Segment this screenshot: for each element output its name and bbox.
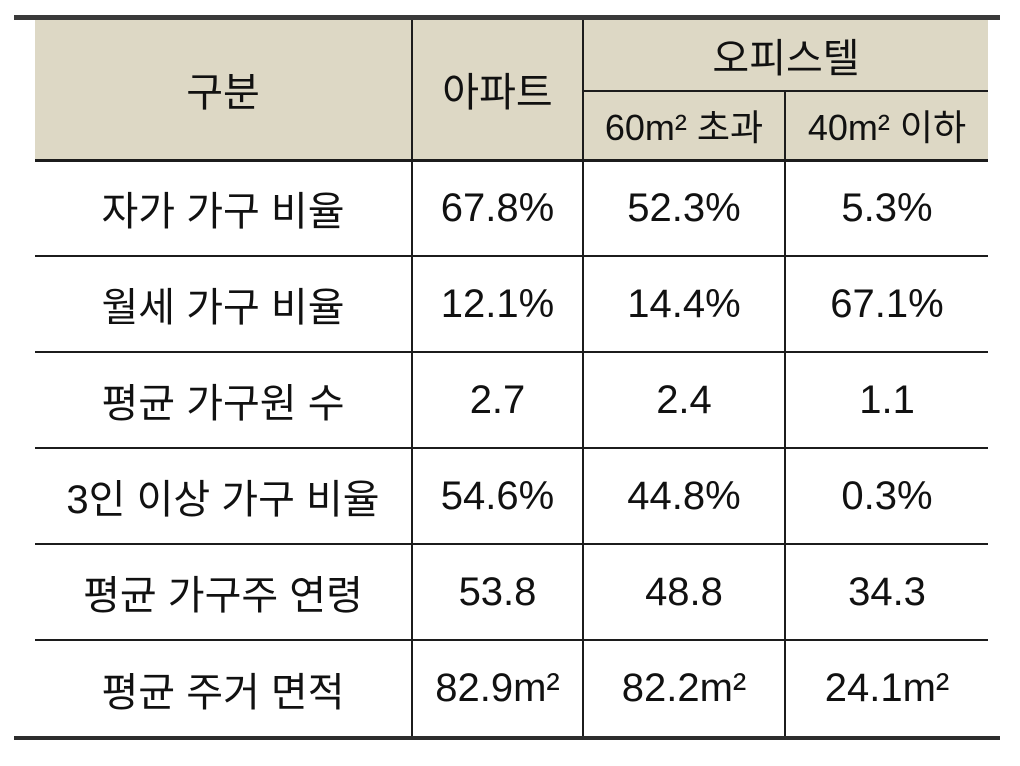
row-label: 평균 가구주 연령 xyxy=(35,544,412,641)
cell-officetel-under-40: 67.1% xyxy=(783,256,989,353)
cell-apartment: 67.8% xyxy=(411,160,583,257)
table-row: 자가 가구 비율 67.8% 52.3% 5.3% xyxy=(35,160,989,257)
header-officetel: 오피스텔 xyxy=(581,20,989,92)
cell-apartment: 53.8 xyxy=(411,544,583,641)
cell-officetel-under-40: 5.3% xyxy=(783,160,989,257)
row-label: 월세 가구 비율 xyxy=(35,256,412,353)
header-apartment: 아파트 xyxy=(411,20,583,162)
header-category: 구분 xyxy=(35,20,412,162)
table-row: 3인 이상 가구 비율 54.6% 44.8% 0.3% xyxy=(35,448,989,545)
cell-officetel-under-40: 24.1m² xyxy=(783,640,989,736)
row-label: 평균 주거 면적 xyxy=(35,640,412,736)
row-label: 3인 이상 가구 비율 xyxy=(35,448,412,545)
table-header: 구분 아파트 오피스텔 60m² 초과 40m² 이하 xyxy=(35,20,989,162)
cell-officetel-under-40: 1.1 xyxy=(783,352,989,449)
cell-officetel-over-60: 82.2m² xyxy=(582,640,785,736)
cell-officetel-over-60: 48.8 xyxy=(582,544,785,641)
comparison-table: 구분 아파트 오피스텔 60m² 초과 40m² 이하 자가 가구 비율 67.… xyxy=(35,20,989,736)
row-label: 자가 가구 비율 xyxy=(35,160,412,257)
cell-apartment: 2.7 xyxy=(411,352,583,449)
row-label: 평균 가구원 수 xyxy=(35,352,412,449)
cell-apartment: 12.1% xyxy=(411,256,583,353)
cell-apartment: 82.9m² xyxy=(411,640,583,736)
cell-officetel-over-60: 44.8% xyxy=(582,448,785,545)
cell-officetel-under-40: 34.3 xyxy=(783,544,989,641)
cell-officetel-over-60: 2.4 xyxy=(582,352,785,449)
table-row: 평균 가구주 연령 53.8 48.8 34.3 xyxy=(35,544,989,641)
table-body: 자가 가구 비율 67.8% 52.3% 5.3% 월세 가구 비율 12.1%… xyxy=(35,160,989,736)
cell-apartment: 54.6% xyxy=(411,448,583,545)
household-comparison-table: 구분 아파트 오피스텔 60m² 초과 40m² 이하 자가 가구 비율 67.… xyxy=(14,15,1000,740)
cell-officetel-over-60: 14.4% xyxy=(582,256,785,353)
cell-officetel-over-60: 52.3% xyxy=(582,160,785,257)
table-row: 평균 주거 면적 82.9m² 82.2m² 24.1m² xyxy=(35,640,989,736)
header-officetel-under-40: 40m² 이하 xyxy=(783,91,989,162)
table-row: 평균 가구원 수 2.7 2.4 1.1 xyxy=(35,352,989,449)
table-row: 월세 가구 비율 12.1% 14.4% 67.1% xyxy=(35,256,989,353)
header-officetel-over-60: 60m² 초과 xyxy=(582,91,785,162)
cell-officetel-under-40: 0.3% xyxy=(783,448,989,545)
